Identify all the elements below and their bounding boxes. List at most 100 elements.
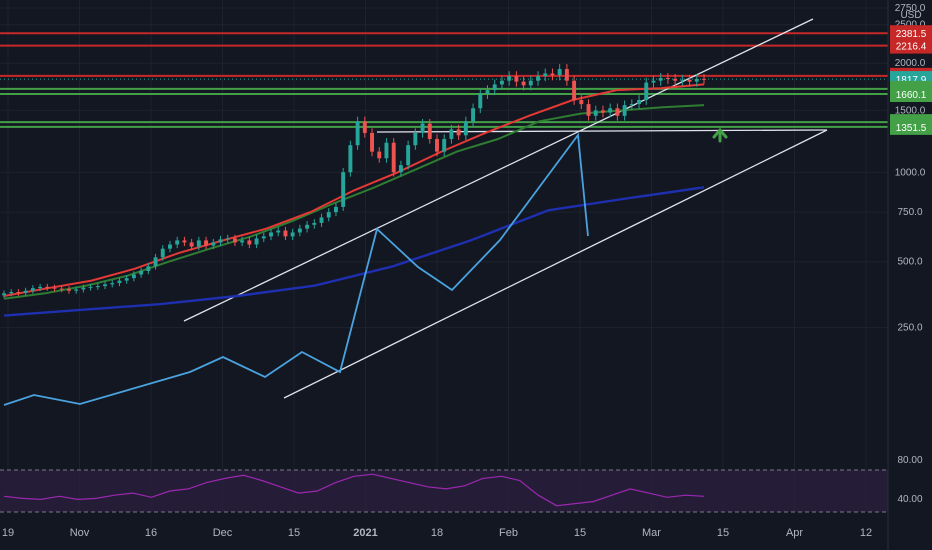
- rsi-tick-label: 80.00: [897, 455, 922, 466]
- grid: [0, 0, 888, 512]
- candle-body: [413, 132, 418, 146]
- candle-body: [615, 108, 620, 116]
- x-tick-label: 15: [288, 527, 300, 539]
- x-axis[interactable]: 19 Nov 16 Dec 15 2021 18 Feb 15 Mar 15 Apr 12: [2, 527, 872, 539]
- candle-body: [528, 80, 533, 86]
- rsi-line: [3, 473, 705, 507]
- y-tick-label: 500.0: [897, 257, 922, 268]
- candle-body: [182, 240, 187, 243]
- candle-body: [74, 289, 79, 291]
- candle-body: [59, 288, 64, 290]
- channel-line: [183, 18, 814, 322]
- candle-body: [449, 129, 454, 139]
- candle-body: [543, 73, 548, 77]
- candle-body: [485, 90, 490, 95]
- candle-body: [290, 232, 295, 237]
- x-tick-label: 15: [717, 527, 729, 539]
- candle-body: [110, 283, 115, 285]
- candle-body: [514, 76, 519, 82]
- candle-body: [521, 81, 526, 86]
- candle-body: [312, 222, 317, 225]
- candle-body: [463, 121, 468, 136]
- candle-body: [211, 242, 216, 246]
- x-tick-label: 18: [431, 527, 443, 539]
- y-tick-label: 750.0: [897, 207, 922, 218]
- candle-body: [601, 110, 605, 113]
- y-tick-label: 1000.0: [895, 167, 926, 178]
- candle-body: [276, 230, 281, 233]
- candle-body: [622, 105, 627, 116]
- candle-body: [9, 292, 14, 294]
- candle-body: [88, 286, 93, 288]
- x-tick-label: 15: [574, 527, 586, 539]
- candle-body: [319, 217, 324, 223]
- candle-body: [420, 123, 425, 133]
- candle-body: [471, 108, 476, 122]
- resistance-label-box: [890, 25, 932, 42]
- candle-body: [81, 287, 86, 290]
- candle-body: [153, 257, 158, 267]
- x-tick-label: Mar: [642, 527, 661, 539]
- candle-body: [189, 242, 194, 247]
- candle-body: [52, 287, 57, 289]
- channel-line: [283, 129, 828, 399]
- x-tick-label: Apr: [786, 527, 803, 539]
- candle-body: [348, 145, 353, 173]
- candle-body: [117, 280, 122, 284]
- candle-body: [146, 266, 151, 271]
- candle-body: [45, 286, 50, 288]
- candle-body: [124, 278, 129, 281]
- support-label: 1660.1: [896, 90, 927, 101]
- resistance-label: 2381.5: [896, 29, 927, 40]
- last-price-label: 1817.9: [896, 75, 927, 86]
- x-tick-label: Nov: [70, 527, 90, 539]
- candle-body: [283, 230, 288, 237]
- candle-body: [550, 73, 555, 76]
- candle-body: [168, 244, 172, 249]
- candle-body: [658, 77, 663, 81]
- candle-body: [333, 206, 338, 213]
- ma-short-line: [3, 83, 705, 297]
- candle-body: [665, 77, 670, 79]
- candle-body: [16, 292, 21, 294]
- candle-body: [673, 78, 678, 81]
- candle-body: [680, 79, 685, 81]
- candle-body: [608, 108, 613, 113]
- candle-body: [326, 212, 331, 218]
- candle-body: [254, 238, 259, 245]
- y-axis[interactable]: 250.0500.0750.01000.01500.02000.02500.02…: [887, 0, 932, 550]
- candles: [2, 64, 706, 299]
- rsi-panel: 80.00 40.00: [0, 455, 923, 513]
- candle-body: [2, 293, 6, 296]
- rsi-tick-label: 40.00: [897, 494, 922, 505]
- candle-body: [406, 145, 411, 166]
- candle-body: [536, 76, 540, 81]
- candle-body: [139, 270, 144, 275]
- candle-body: [225, 238, 230, 240]
- candle-body: [297, 228, 302, 233]
- support-label: 1351.5: [896, 123, 927, 134]
- candle-body: [456, 129, 461, 136]
- candle-body: [232, 238, 237, 243]
- horizontal-levels: [0, 32, 888, 128]
- candle-body: [355, 121, 360, 146]
- candle-body: [398, 165, 403, 173]
- candle-body: [305, 224, 310, 229]
- x-tick-label: 16: [145, 527, 157, 539]
- resistance-label: 2216.4: [896, 42, 927, 53]
- candle-body: [391, 142, 396, 173]
- candle-body: [507, 76, 512, 81]
- candle-body: [557, 69, 562, 76]
- candle-body: [362, 121, 367, 133]
- candle-body: [269, 232, 273, 237]
- candle-body: [175, 240, 180, 245]
- candle-body: [196, 240, 201, 247]
- y-tick-label: 2000.0: [895, 58, 926, 69]
- candle-body: [427, 123, 432, 139]
- candle-body: [694, 78, 699, 82]
- candle-body: [341, 172, 346, 207]
- candle-body: [644, 82, 649, 101]
- candle-body: [247, 240, 252, 245]
